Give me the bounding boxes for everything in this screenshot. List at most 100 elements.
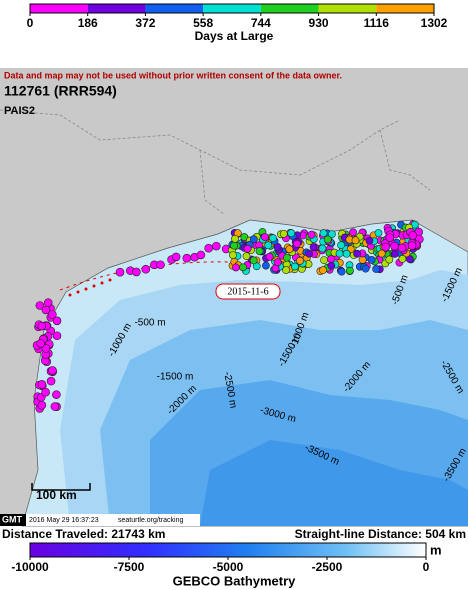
track-point [307,230,316,239]
tick-label: 930 [309,16,329,30]
ocean-abyss-deep [200,440,468,526]
track-point [115,267,125,277]
track-point [351,236,360,245]
track-point [43,298,53,307]
track-point [249,235,258,244]
track-point [305,249,314,258]
track-point [171,252,181,262]
track-point [397,243,407,253]
track-point [52,390,61,399]
track-point [293,239,301,248]
track-point [231,234,239,243]
tick-label: -10000 [11,560,49,574]
map: -500 m-1000 m-1500 m-2000 m -2500 m-3000 … [0,68,468,527]
distance-traveled: Distance Traveled: 21743 km [2,527,165,541]
track-point [381,242,390,252]
track-point [37,380,47,389]
tick-label: 1116 [364,16,390,30]
tag-id: 112761 (RRR594) [4,83,117,99]
track-point [46,376,56,386]
track-point [319,266,327,275]
track-point [309,243,318,252]
track-point [385,255,394,264]
track-point [52,316,62,326]
track-point [318,244,327,253]
track-point [365,236,374,245]
tick-label: 1302 [421,16,448,30]
tag-name: PAIS2 [4,105,35,117]
track-point [320,256,328,265]
track-point [285,245,294,254]
track-point [242,252,251,261]
track-point [230,241,239,250]
track-point [345,266,354,275]
tick-label: -7500 [114,560,145,574]
track-point [287,229,296,238]
track-point [50,402,60,411]
track-point [265,252,274,261]
bathymetry-title: GEBCO Bathymetry [173,573,297,588]
state-borders [0,109,431,216]
track-point [261,261,270,270]
url: seaturtle.org/tracking [118,517,183,524]
track-point [41,344,51,353]
track-point [319,229,328,238]
track-point [212,241,221,251]
track-point [327,255,335,263]
footer-bg [0,514,200,526]
colorbar-title: Days at Large [195,29,274,43]
track-point [377,249,386,258]
track-point [204,243,213,253]
track-marker [108,278,112,282]
track-point [337,267,346,276]
track-point [255,247,264,255]
gmt-logo-bg [0,514,26,526]
track-point [398,254,407,263]
track-point [328,230,336,239]
track-point [296,256,304,265]
track-point [353,249,362,258]
track-point [37,400,47,410]
bathymetry-ticks: -10000 -7500 -5000 -2500 0 [11,557,430,574]
gmt-logo: GMT [2,514,22,524]
scale-label: 100 km [36,488,77,502]
track-point [337,241,345,250]
track-point [132,267,141,277]
track-point [283,253,291,262]
color-segment [145,4,204,13]
tick-label: 744 [251,16,271,30]
track-marker [76,290,80,294]
scale-bar [31,483,91,491]
track-point [323,235,332,244]
track-points [32,220,424,413]
tick-label: -5000 [213,560,244,574]
track-point [182,253,192,263]
notice: Data and map may not be used without pri… [4,70,342,80]
track-point [279,229,288,238]
timestamp: 2016 May 29 16:37:23 [29,517,99,524]
date-box [215,283,281,300]
track-point [374,229,383,237]
bathymetry-unit: m [430,542,442,557]
track-point [282,266,290,274]
track-point [390,249,399,258]
track-point [269,234,277,243]
track-marker [100,281,104,285]
track-point [48,310,57,319]
track-point [156,260,165,270]
tick-label: 0 [423,560,430,574]
color-segment [203,4,261,13]
track-marker [84,287,88,291]
color-segment [260,4,319,13]
track-marker [92,284,96,288]
track-point [385,233,395,242]
track-point [36,338,46,348]
track-point [342,249,351,258]
contour-label: -500 m [134,318,165,329]
track-point [260,233,269,241]
track-point [239,263,247,272]
tick-label: 0 [27,16,34,30]
track-point [249,256,258,265]
track-point [37,321,47,331]
